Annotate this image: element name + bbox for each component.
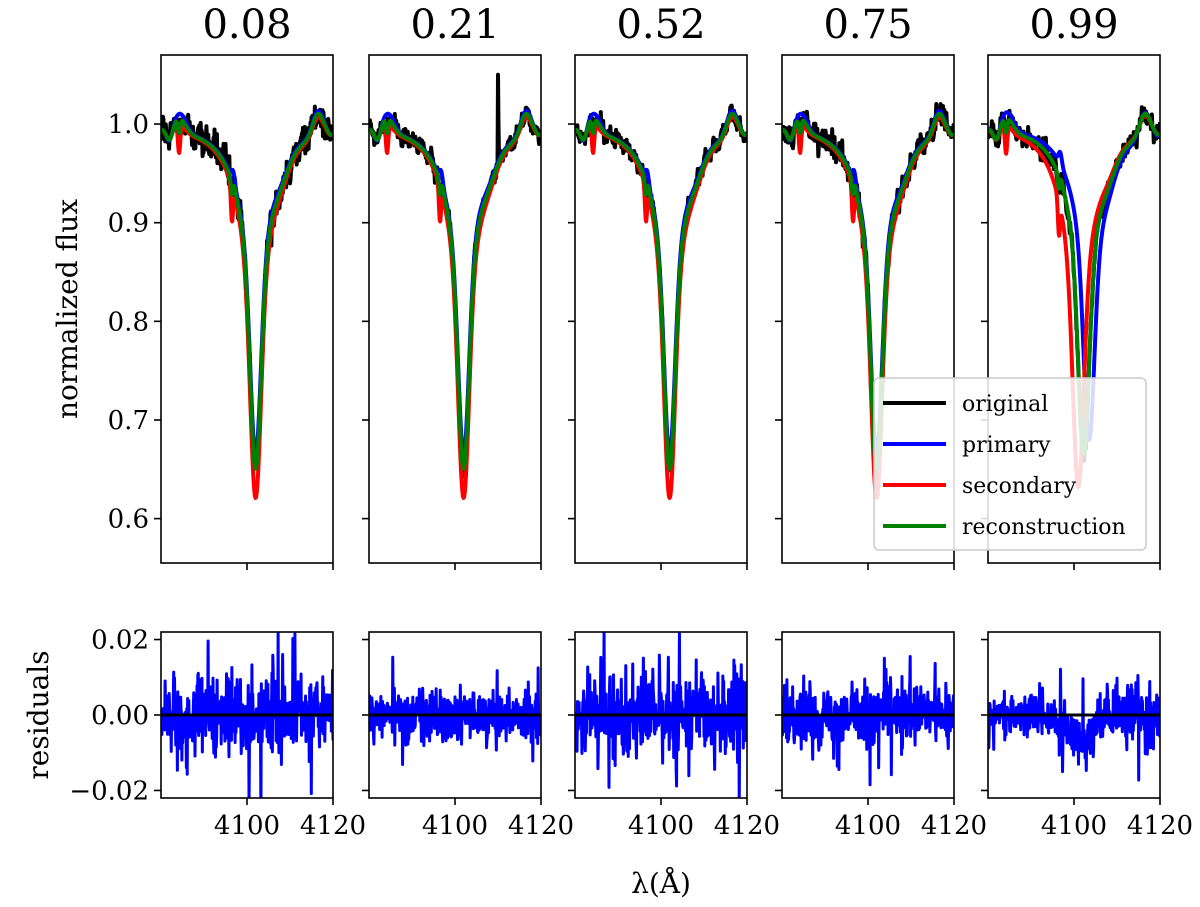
legend-label: primary — [962, 433, 1051, 458]
series-reconstruction-line — [369, 111, 541, 471]
y-axis-label-bottom: residuals — [22, 650, 55, 779]
legend: original primary secondary reconstruction — [873, 377, 1147, 551]
x-tick-label: 4120 — [921, 811, 987, 841]
x-tick-label: 4120 — [714, 811, 780, 841]
y-tick-label: 0.8 — [108, 307, 149, 337]
flux-plot — [369, 72, 541, 500]
series-reconstruction-line — [988, 111, 1160, 457]
residual-line — [988, 667, 1160, 782]
x-tick-label: 4100 — [835, 811, 901, 841]
flux-plot — [161, 104, 333, 500]
x-tick-label: 4120 — [300, 811, 366, 841]
x-tick-label: 4120 — [1127, 811, 1193, 841]
series-reconstruction-line — [575, 111, 747, 471]
y-tick-label: 0.6 — [108, 505, 149, 535]
phase-title: 0.52 — [616, 2, 705, 48]
flux-plot — [575, 103, 747, 500]
residual-line — [369, 655, 541, 766]
legend-label: original — [962, 392, 1048, 417]
series-reconstruction-line — [161, 111, 333, 471]
phase-title: 0.75 — [823, 2, 912, 48]
residual-line — [575, 632, 747, 798]
residual-line — [782, 654, 954, 787]
y-tick-label: 0.9 — [108, 209, 149, 239]
y-tick-label: 1.0 — [108, 110, 149, 140]
y-tick-label: −0.02 — [69, 776, 149, 806]
legend-box — [873, 377, 1147, 551]
legend-label: reconstruction — [962, 515, 1126, 540]
residual-plot — [782, 654, 954, 787]
series-reconstruction-line — [782, 111, 954, 471]
phase-title: 0.08 — [202, 2, 291, 48]
residual-plot — [369, 655, 541, 766]
residual-plot — [161, 632, 333, 798]
x-tick-label: 4100 — [1041, 811, 1107, 841]
y-tick-label: 0.00 — [91, 701, 149, 731]
panel-2: 0.21 4100 4120 — [362, 2, 574, 841]
y-axis-label-top: normalized flux — [51, 199, 84, 419]
residual-line — [161, 632, 333, 798]
residual-plot — [988, 667, 1160, 782]
x-tick-label: 4100 — [628, 811, 694, 841]
panel-5: 0.99 4100 4120 — [981, 2, 1193, 841]
x-axis-label: λ(Å) — [631, 867, 691, 900]
panel-4: 0.75 4100 4120 — [775, 2, 987, 841]
flux-plot — [782, 101, 954, 500]
phase-title: 0.99 — [1029, 2, 1118, 48]
legend-label: secondary — [962, 474, 1077, 499]
x-tick-label: 4100 — [422, 811, 488, 841]
residual-plot — [575, 632, 747, 798]
x-tick-label: 4100 — [214, 811, 280, 841]
x-tick-label: 4120 — [508, 811, 574, 841]
phase-title: 0.21 — [410, 2, 499, 48]
panel-1: 0.08 1.0 0.9 0.8 0.7 0.6 0.02 0.00 −0.02 4100 4120 — [69, 2, 366, 841]
panel-3: 0.52 4100 4120 — [568, 2, 780, 841]
y-tick-label: 0.02 — [91, 626, 149, 656]
y-tick-label: 0.7 — [108, 406, 149, 436]
